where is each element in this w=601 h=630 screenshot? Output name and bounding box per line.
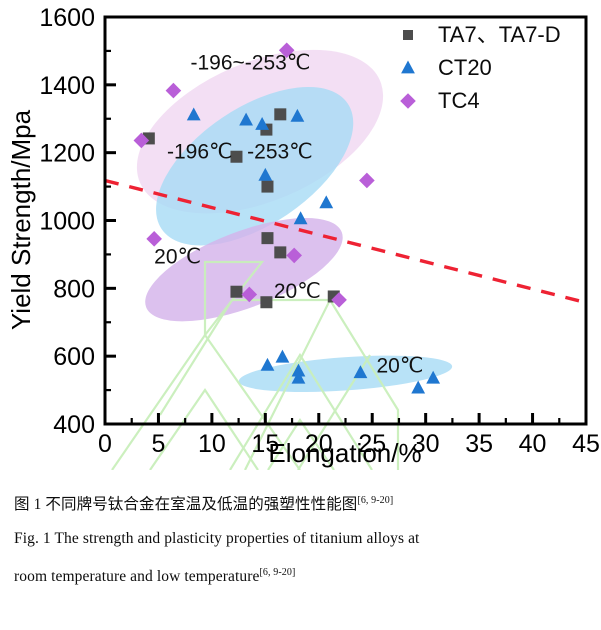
legend-label: CT20 [438, 55, 492, 80]
y-axis-title: Yield Strength/Mpa [6, 109, 36, 330]
x-tick-label: 20 [305, 430, 333, 458]
y-tick-label: 800 [53, 275, 95, 303]
x-tick-label: 5 [151, 430, 165, 458]
caption-chinese-ref: [6, 9-20] [357, 494, 394, 506]
data-point [274, 246, 287, 259]
data-point [411, 380, 426, 394]
data-point [291, 370, 306, 384]
legend-marker [400, 93, 416, 109]
legend-label: TA7、TA7-D [438, 22, 561, 47]
data-points-group [133, 42, 441, 394]
y-tick-label: 1400 [39, 72, 95, 100]
caption-english-line2: room temperature and low temperature[6, … [14, 566, 594, 586]
data-point [261, 180, 274, 193]
series-ct20 [186, 107, 441, 394]
legend-marker [403, 30, 413, 40]
x-tick-label: 25 [358, 430, 386, 458]
anno-rt-blue: 20℃ [376, 354, 423, 377]
x-tick-label: 0 [98, 430, 112, 458]
caption-chinese-text: 图 1 不同牌号钛合金在室温及低温的强塑性性能图 [14, 496, 358, 513]
x-tick-label: 45 [572, 430, 600, 458]
anno-196: -196℃ [167, 140, 233, 163]
caption-english-ref: [6, 9-20] [259, 566, 296, 578]
data-point [230, 150, 243, 163]
trend-line-group [105, 178, 582, 303]
x-tick-label: 35 [465, 430, 493, 458]
y-tick-label: 1200 [39, 140, 95, 168]
data-point [426, 370, 441, 384]
data-point [293, 211, 308, 225]
data-point [146, 231, 162, 247]
data-point [165, 82, 182, 99]
caption-english-line1-text: Fig. 1 The strength and plasticity prope… [14, 530, 420, 547]
chart-canvas: -196~-253℃ -196℃ -253℃ 20℃ 20℃ 20℃ 0 5 10 15 20 25… [6, 4, 600, 470]
data-point [359, 172, 375, 189]
legend-item-tc4[interactable]: TC4 [400, 88, 480, 113]
data-point [274, 108, 287, 121]
x-tick-label: 30 [412, 430, 440, 458]
series-tc4 [133, 42, 375, 308]
anno-cryo-range: -196~-253℃ [191, 52, 311, 75]
y-tick-label: 1000 [39, 208, 95, 236]
data-point [133, 132, 150, 149]
anno-253: -253℃ [247, 140, 313, 163]
y-tick-label: 600 [53, 343, 95, 371]
trend-line [105, 178, 582, 303]
data-point [319, 195, 334, 209]
axes-group [103, 15, 588, 426]
data-point [186, 107, 201, 121]
data-point [275, 349, 290, 363]
caption-chinese: 图 1 不同牌号钛合金在室温及低温的强塑性性能图[6, 9-20] [14, 492, 594, 514]
data-point [353, 365, 368, 379]
data-point [286, 247, 302, 264]
data-point [290, 108, 305, 122]
tick-labels-group: 0 5 10 15 20 25 30 35 40 45 400 600 800 1000 1200 1400 1… [39, 4, 600, 458]
data-point [291, 363, 306, 377]
scatter-plot-svg: -196~-253℃ -196℃ -253℃ 20℃ 20℃ 20℃ 0 5 10 15 20 25… [6, 4, 600, 470]
legend-label: TC4 [438, 88, 480, 113]
data-point [278, 42, 295, 59]
x-tick-label: 15 [251, 430, 279, 458]
data-point [260, 296, 273, 309]
figure-caption: 图 1 不同牌号钛合金在室温及低温的强塑性性能图[6, 9-20] Fig. 1… [0, 492, 601, 630]
y-tick-label: 1600 [39, 4, 95, 32]
plot-annotations-group: -196~-253℃ -196℃ -253℃ 20℃ 20℃ 20℃ [154, 52, 423, 378]
data-point [230, 285, 243, 298]
x-tick-label: 10 [198, 430, 226, 458]
anno-rt-purple-mid: 20℃ [274, 280, 321, 303]
y-tick-label: 400 [53, 411, 95, 439]
data-point [261, 232, 274, 245]
data-point [331, 292, 347, 308]
ellipse-rt-purple [145, 218, 343, 322]
legend-group[interactable]: TA7、TA7-D CT20 TC4 [400, 22, 561, 113]
data-point [241, 286, 258, 303]
data-point [255, 117, 270, 130]
x-axis-title: Elongation/% [268, 438, 421, 468]
data-point [258, 167, 273, 181]
legend-item-ct20[interactable]: CT20 [401, 55, 492, 80]
legend-marker [401, 60, 415, 74]
anno-rt-purple-left: 20℃ [154, 246, 201, 269]
caption-english-line2-text: room temperature and low temperature [14, 568, 260, 585]
data-point [239, 112, 253, 126]
caption-english-line1: Fig. 1 The strength and plasticity prope… [14, 530, 594, 548]
x-tick-label: 40 [519, 430, 547, 458]
legend-item-ta7-ta7-d[interactable]: TA7、TA7-D [403, 22, 561, 47]
data-point [260, 357, 275, 371]
